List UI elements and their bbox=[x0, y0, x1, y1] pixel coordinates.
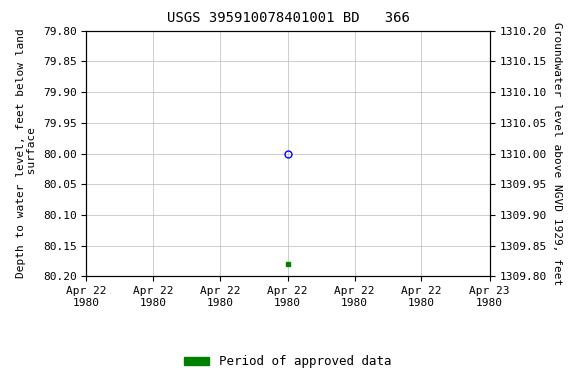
Title: USGS 395910078401001 BD   366: USGS 395910078401001 BD 366 bbox=[166, 12, 410, 25]
Y-axis label: Depth to water level, feet below land
 surface: Depth to water level, feet below land su… bbox=[16, 29, 37, 278]
Legend: Period of approved data: Period of approved data bbox=[179, 351, 397, 374]
Y-axis label: Groundwater level above NGVD 1929, feet: Groundwater level above NGVD 1929, feet bbox=[552, 22, 562, 285]
